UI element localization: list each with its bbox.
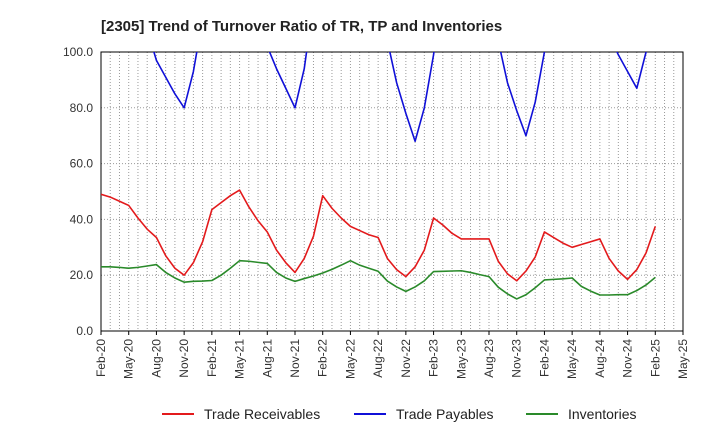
y-axis: 0.0 20.0 40.0 60.0 80.0 100.0 xyxy=(63,45,93,338)
chart-title: [2305] Trend of Turnover Ratio of TR, TP… xyxy=(101,18,502,35)
y-tick-label: 80.0 xyxy=(70,101,94,115)
y-tick-label: 60.0 xyxy=(70,157,94,171)
x-axis: Feb-20 May-20 Aug-20 Nov-20 Feb-21 May-21 Aug-… xyxy=(94,331,690,379)
legend: Trade Receivables Trade Payables Inventori… xyxy=(162,406,636,422)
x-tick-label: Nov-24 xyxy=(621,339,635,378)
x-tick-label: May-21 xyxy=(233,339,247,379)
grid xyxy=(101,52,683,331)
plot-frame xyxy=(100,51,684,332)
x-tick-label: Feb-23 xyxy=(427,339,441,377)
x-tick-label: Aug-22 xyxy=(371,339,385,378)
x-tick-label: Nov-20 xyxy=(177,339,191,378)
x-tick-label: Aug-23 xyxy=(482,339,496,378)
x-tick-label: Aug-21 xyxy=(260,339,274,378)
series-line-trade-receivables xyxy=(101,189,657,282)
y-tick-label: 100.0 xyxy=(63,45,93,59)
x-tick-label: May-24 xyxy=(565,339,579,379)
x-tick-label: May-25 xyxy=(676,339,690,379)
x-tick-label: Feb-21 xyxy=(205,339,219,377)
y-tick-label: 0.0 xyxy=(76,324,93,338)
y-tick-label: 40.0 xyxy=(70,212,94,226)
x-tick-label: Feb-22 xyxy=(316,339,330,377)
series-line-trade-payables xyxy=(153,52,647,143)
legend-label-trade-receivables: Trade Receivables xyxy=(204,406,320,422)
legend-label-inventories: Inventories xyxy=(568,406,636,422)
x-tick-label: Aug-24 xyxy=(593,339,607,378)
x-tick-label: Feb-20 xyxy=(94,339,108,377)
x-tick-label: Nov-21 xyxy=(288,339,302,378)
x-tick-label: May-22 xyxy=(343,339,357,379)
legend-label-trade-payables: Trade Payables xyxy=(396,406,494,422)
x-tick-label: Feb-25 xyxy=(648,339,662,377)
x-tick-label: Nov-22 xyxy=(399,339,413,378)
x-tick-label: Aug-20 xyxy=(149,339,163,378)
x-tick-label: Nov-23 xyxy=(510,339,524,378)
x-tick-label: Feb-24 xyxy=(537,339,551,377)
x-tick-label: May-23 xyxy=(454,339,468,379)
series-line-inventories xyxy=(101,259,656,300)
y-tick-label: 20.0 xyxy=(70,268,94,282)
series-lines xyxy=(101,52,657,300)
x-tick-label: May-20 xyxy=(122,339,136,379)
